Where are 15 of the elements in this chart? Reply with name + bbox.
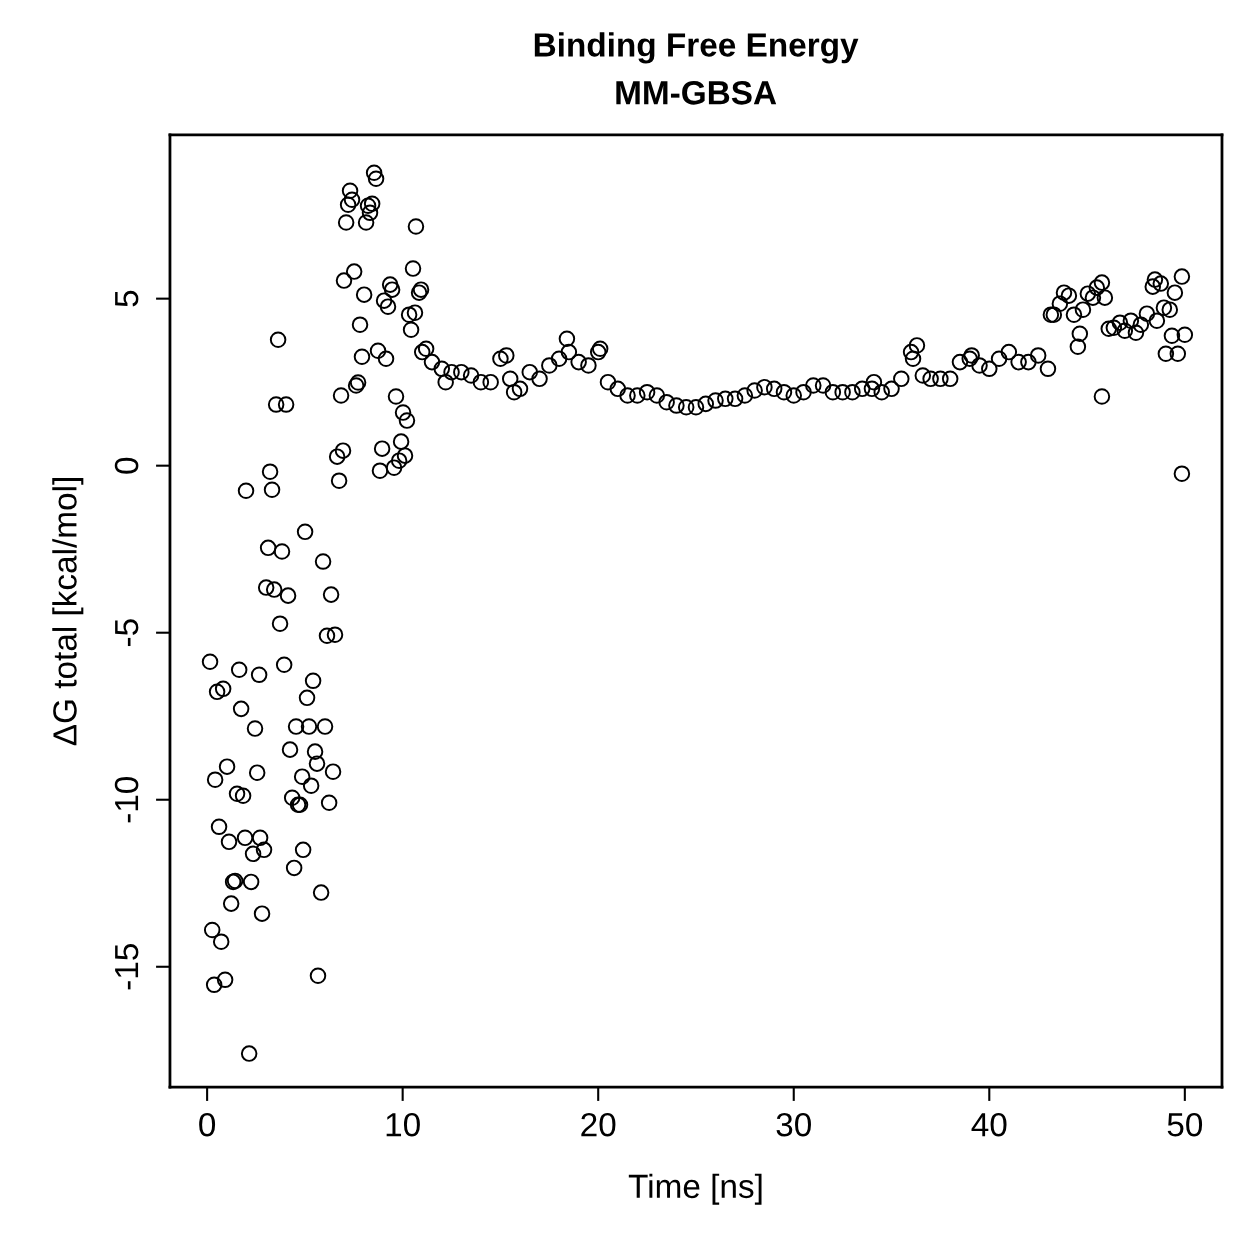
x-tick-label: 20 [581, 1112, 616, 1137]
x-tick-label: 40 [971, 1112, 1007, 1137]
y-tick-label: -15 [115, 944, 139, 990]
y-tick-label: -10 [114, 776, 139, 823]
x-tick-label: 50 [1167, 1112, 1203, 1137]
x-tick-label: 10 [386, 1112, 420, 1137]
y-tick-label: 0 [114, 457, 139, 474]
chart-subtitle: MM-GBSA [616, 81, 777, 105]
x-tick-label: 0 [199, 1112, 216, 1137]
y-tick-label: 5 [115, 290, 139, 307]
x-tick-label: 30 [776, 1112, 811, 1137]
y-tick-label: -5 [115, 619, 139, 647]
y-axis-title: ΔG total [kcal/mol] [52, 478, 84, 746]
x-axis-title: Time [ns] [628, 1173, 762, 1205]
chart-title: Binding Free Energy [534, 32, 859, 64]
